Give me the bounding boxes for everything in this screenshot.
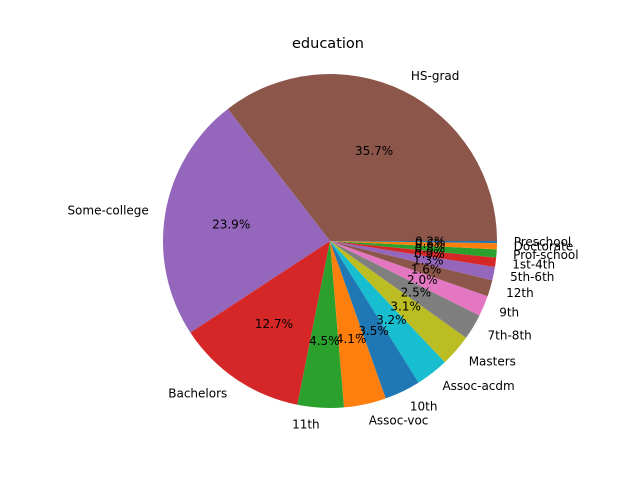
slice-label-10th: 10th (410, 399, 438, 413)
slice-pct-some-college: 23.9% (212, 217, 250, 231)
slice-label-prof-school: Prof-school (513, 248, 578, 262)
pie-slice-prof-school (330, 241, 497, 258)
slice-label-assoc-acdm: Assoc-acdm (442, 379, 514, 393)
slice-label-assoc-voc: Assoc-voc (369, 414, 429, 428)
slice-pct-10th: 3.5% (358, 324, 389, 338)
slice-pct-assoc-acdm: 3.2% (376, 313, 407, 327)
slice-label-5th-6th: 5th-6th (510, 270, 554, 284)
pie-slice-preschool (330, 241, 497, 244)
pie-slice-7th-8th (330, 241, 480, 338)
slice-pct-5th-6th: 1.3% (413, 254, 444, 268)
pie-slice-10th (330, 241, 419, 399)
slice-pct-7th-8th: 2.5% (401, 286, 432, 300)
pie-slice-masters (330, 241, 467, 363)
slice-label-7th-8th: 7th-8th (488, 328, 532, 342)
pie-slice-5th-6th (330, 241, 495, 281)
pie-slices (163, 74, 497, 408)
slice-label-some-college: Some-college (67, 204, 148, 218)
slice-pct-12th: 1.6% (411, 262, 442, 276)
slice-pct-bachelors: 12.7% (255, 317, 293, 331)
pie-slice-bachelors (190, 241, 330, 405)
pie-slice-assoc-voc (330, 241, 386, 408)
slice-pct-doctorate: 0.6% (415, 237, 446, 251)
pie-slice-hs-grad (227, 74, 497, 242)
slice-pct-hs-grad: 35.7% (355, 144, 393, 158)
slice-label-preschool: Preschool (514, 235, 572, 249)
pie-slice-assoc-acdm (330, 241, 445, 383)
slice-pct-masters: 3.1% (390, 300, 421, 314)
slice-label-doctorate: Doctorate (514, 240, 574, 254)
slice-label-12th: 12th (506, 286, 534, 300)
slice-pct-11th: 4.5% (309, 334, 340, 348)
chart-title: education (292, 36, 364, 52)
slice-pct-9th: 2.0% (407, 273, 438, 287)
slice-pct-prof-school: 0.8% (415, 242, 446, 256)
slice-pct-preschool: 0.2% (415, 235, 446, 249)
slice-label-11th: 11th (292, 417, 320, 431)
slice-label-bachelors: Bachelors (168, 386, 227, 400)
slice-label-masters: Masters (469, 354, 516, 368)
pie-slice-12th (330, 241, 493, 297)
slice-label-hs-grad: HS-grad (411, 69, 460, 83)
pie-slice-doctorate (330, 241, 497, 250)
slice-pct-assoc-voc: 4.1% (336, 332, 367, 346)
pie-slice-9th (330, 241, 488, 316)
slice-pct-1st-4th: 0.9% (414, 247, 445, 261)
pie-slice-11th (297, 241, 345, 408)
pie-labels: HS-grad 35.7% Some-college 23.9% Bachelors 12… (67, 69, 578, 431)
pie-slice-1st-4th (330, 241, 497, 267)
slice-label-1st-4th: 1st-4th (512, 257, 555, 271)
pie-slice-some-college (163, 108, 330, 333)
slice-label-9th: 9th (499, 305, 519, 319)
